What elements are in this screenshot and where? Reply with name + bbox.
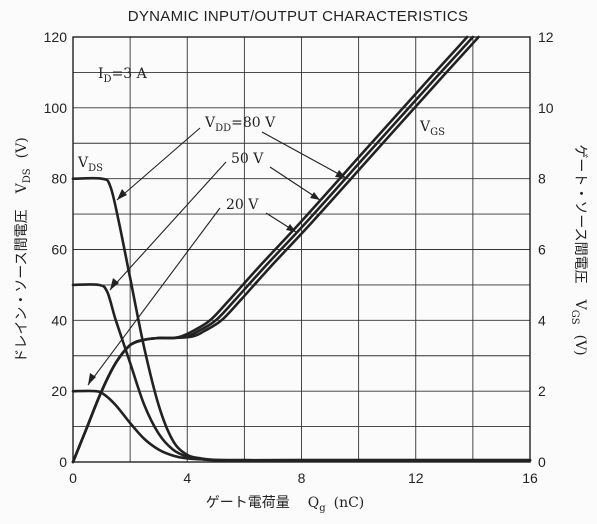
vdd50-label: 50 V — [231, 151, 264, 167]
x-tick-label: 12 — [408, 470, 424, 486]
x-tick-label: 8 — [298, 470, 306, 486]
arrowhead-20-right — [286, 224, 296, 232]
right-tick-label: 8 — [538, 171, 546, 187]
right-tick-label: 12 — [538, 29, 554, 45]
arrowhead-80-right — [335, 170, 346, 178]
arrowhead-50-left — [110, 278, 119, 290]
chart-title: DYNAMIC INPUT/OUTPUT CHARACTERISTICS — [128, 8, 469, 25]
x-axis-ticks: 0 4 8 12 16 — [69, 470, 538, 486]
left-tick-label: 80 — [51, 171, 67, 187]
left-tick-label: 40 — [51, 312, 67, 328]
vds-curve — [71, 389, 532, 462]
left-axis-ticks: 0 20 40 60 80 100 120 — [44, 29, 68, 470]
right-tick-label: 6 — [538, 242, 546, 258]
vgs-label: VGS — [419, 119, 445, 138]
right-tick-label: 4 — [538, 312, 546, 328]
arrow-80-left — [116, 127, 201, 201]
arrowhead-80-left — [117, 189, 127, 200]
arrow-50-left — [109, 161, 227, 291]
right-tick-label: 0 — [538, 454, 546, 470]
arrowhead-20-left — [88, 373, 96, 385]
right-tick-label: 10 — [538, 100, 554, 116]
left-axis-label: ドレイン・ソース間電圧VDS(V) — [14, 137, 33, 362]
x-tick-label: 16 — [522, 470, 538, 486]
arrowhead-50-right — [310, 192, 320, 200]
x-axis-label: ゲート電荷量 Qg (nC) — [206, 495, 365, 514]
plot-frame — [72, 36, 531, 463]
vds-label: VDS — [77, 155, 103, 174]
left-tick-label: 120 — [44, 29, 68, 45]
left-tick-label: 0 — [59, 454, 67, 470]
x-tick-label: 0 — [69, 470, 77, 486]
curves — [71, 35, 532, 464]
right-tick-label: 2 — [538, 383, 546, 399]
condition-label: ID=3 A — [98, 66, 148, 85]
x-tick-label: 4 — [183, 470, 191, 486]
left-tick-label: 20 — [51, 383, 67, 399]
left-tick-label: 100 — [44, 100, 68, 116]
vdd80-label: VDD=80 V — [204, 115, 276, 134]
right-axis-ticks: 0 2 4 6 8 10 12 — [538, 29, 554, 470]
annotation-arrows — [87, 127, 347, 386]
right-axis-label: ゲート・ソース間電圧VGS(V) — [569, 144, 588, 355]
arrow-80-right — [261, 131, 347, 179]
left-tick-label: 60 — [51, 242, 67, 258]
arrow-50-right — [269, 166, 321, 201]
vdd20-label: 20 V — [226, 197, 259, 213]
arrow-20-left — [87, 207, 221, 386]
vgs-curve — [71, 35, 480, 464]
